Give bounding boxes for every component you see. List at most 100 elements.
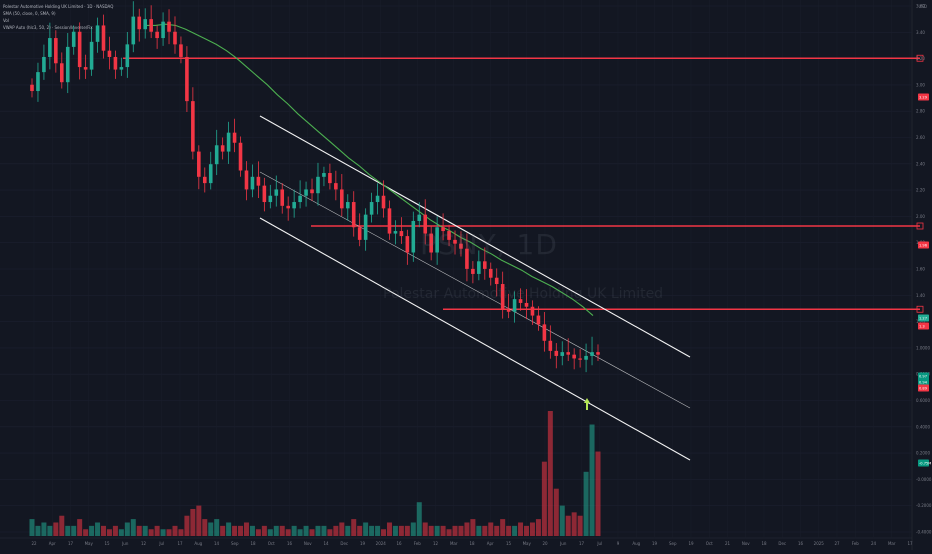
candle-body xyxy=(310,189,314,194)
candle-body xyxy=(334,183,338,190)
candle-body xyxy=(292,202,296,209)
candle-body xyxy=(441,227,445,232)
volume-bar xyxy=(238,525,244,536)
moving-average xyxy=(145,23,594,317)
volume-bar xyxy=(529,522,535,536)
volume-bar xyxy=(339,522,345,536)
volume-bar xyxy=(243,522,249,536)
legend-vol[interactable]: Vol xyxy=(3,18,9,23)
volume-bar xyxy=(386,522,392,536)
price-axis[interactable]: 3.603.403.203.002.802.602.402.202.001.80… xyxy=(916,4,932,535)
volume-bar xyxy=(363,522,369,536)
price-axis-label: 2.60 xyxy=(916,135,925,140)
price-axis-label: 3.60 xyxy=(916,4,925,9)
time-axis-label: Oct xyxy=(706,541,713,546)
price-axis-label: -0.4000 xyxy=(916,530,932,535)
candle-body xyxy=(143,19,147,30)
time-axis-label: 14 xyxy=(323,541,329,546)
sma-line xyxy=(145,23,594,317)
time-axis-label: 20 xyxy=(542,541,548,546)
price-axis-label: 2.80 xyxy=(916,109,925,114)
price-tag xyxy=(918,241,929,249)
channel-mid-line xyxy=(259,171,691,409)
volume-bar xyxy=(416,502,422,536)
candle-body xyxy=(340,189,344,209)
candle-body xyxy=(167,21,171,32)
candle-body xyxy=(369,202,374,215)
price-axis-label: 2.40 xyxy=(916,161,925,166)
volume-bar xyxy=(345,525,351,536)
volume-bar xyxy=(190,508,196,536)
volume-bar xyxy=(571,512,577,536)
volume-bar xyxy=(524,525,530,536)
time-axis-label: 17 xyxy=(907,541,913,546)
volume-bar xyxy=(77,519,83,536)
volume-bar xyxy=(166,529,172,536)
candle-body xyxy=(119,67,124,70)
candle-body xyxy=(536,315,541,325)
currency-label[interactable]: USD xyxy=(918,4,927,9)
price-axis-label: -0.2000 xyxy=(916,503,932,508)
volume-bar xyxy=(488,522,494,536)
price-axis-label: 0.2000 xyxy=(916,451,930,456)
volume-bar xyxy=(124,522,130,536)
volume-bar xyxy=(464,522,470,536)
time-axis-label: 18 xyxy=(469,541,475,546)
candle-body xyxy=(250,176,255,190)
volume-bar xyxy=(589,424,595,536)
time-axis[interactable]: 22 Apr 17 May 15 Jun 12 Jul 17 Aug 14 Sep 18 Oct 16 Nov… xyxy=(31,541,913,546)
candle-body xyxy=(191,101,195,152)
candle-body xyxy=(149,19,153,32)
price-axis-label: 0.6000 xyxy=(916,398,930,403)
time-axis-label: 19 xyxy=(652,541,658,546)
volume-bar xyxy=(83,529,89,536)
time-axis-label: 22 xyxy=(31,541,37,546)
candle-body xyxy=(137,16,142,30)
volume-bar xyxy=(595,451,601,536)
volume-bar xyxy=(315,525,321,536)
time-axis-label: 24 xyxy=(871,541,877,546)
volume-bar xyxy=(506,525,512,536)
candle-body xyxy=(48,38,52,57)
level-handle xyxy=(916,305,924,313)
candle-body xyxy=(274,189,279,196)
time-axis-label: 27 xyxy=(834,541,840,546)
trend-channel[interactable] xyxy=(259,115,691,461)
candle-body xyxy=(506,309,511,312)
time-axis-label: 16 xyxy=(798,541,804,546)
chart-legend: Polestar Automotive Holding UK Limited ·… xyxy=(3,3,113,31)
candle-body xyxy=(95,25,100,42)
candle-body xyxy=(345,202,350,209)
candle-body xyxy=(316,176,320,194)
candle-body xyxy=(435,227,439,253)
candle-body xyxy=(590,352,594,356)
candle-body xyxy=(465,248,469,269)
volume-bar xyxy=(404,525,410,536)
volume-bar xyxy=(375,525,381,536)
time-axis-label: Jun xyxy=(121,541,129,546)
time-axis-label: Jun xyxy=(559,541,567,546)
legend-ma[interactable]: SMA (50, close, 0, SMA, 9) xyxy=(3,11,56,16)
candle-body xyxy=(512,299,517,312)
price-axis-label: 1.60 xyxy=(916,267,925,272)
volume-bar xyxy=(95,522,101,536)
candle-body xyxy=(54,38,58,64)
candle-body xyxy=(363,214,368,240)
price-axis-label: 3.00 xyxy=(916,82,925,87)
volume-bar xyxy=(255,529,261,536)
volume-bar xyxy=(434,525,440,536)
legend-symbol[interactable]: Polestar Automotive Holding UK Limited ·… xyxy=(3,4,114,9)
candle-body xyxy=(554,350,559,356)
candle-body xyxy=(351,202,356,228)
legend-vwap[interactable]: VWAP Auto (hlc3, 50, 2) · Session/Invers… xyxy=(3,25,93,30)
volume-bar xyxy=(106,529,112,536)
candle-body xyxy=(548,340,553,351)
volume-bar xyxy=(160,529,166,536)
candle-body xyxy=(429,233,433,253)
level-handle xyxy=(916,54,924,62)
candle-body xyxy=(65,46,70,83)
candle-body xyxy=(381,195,386,209)
channel-bound-line xyxy=(259,217,691,461)
